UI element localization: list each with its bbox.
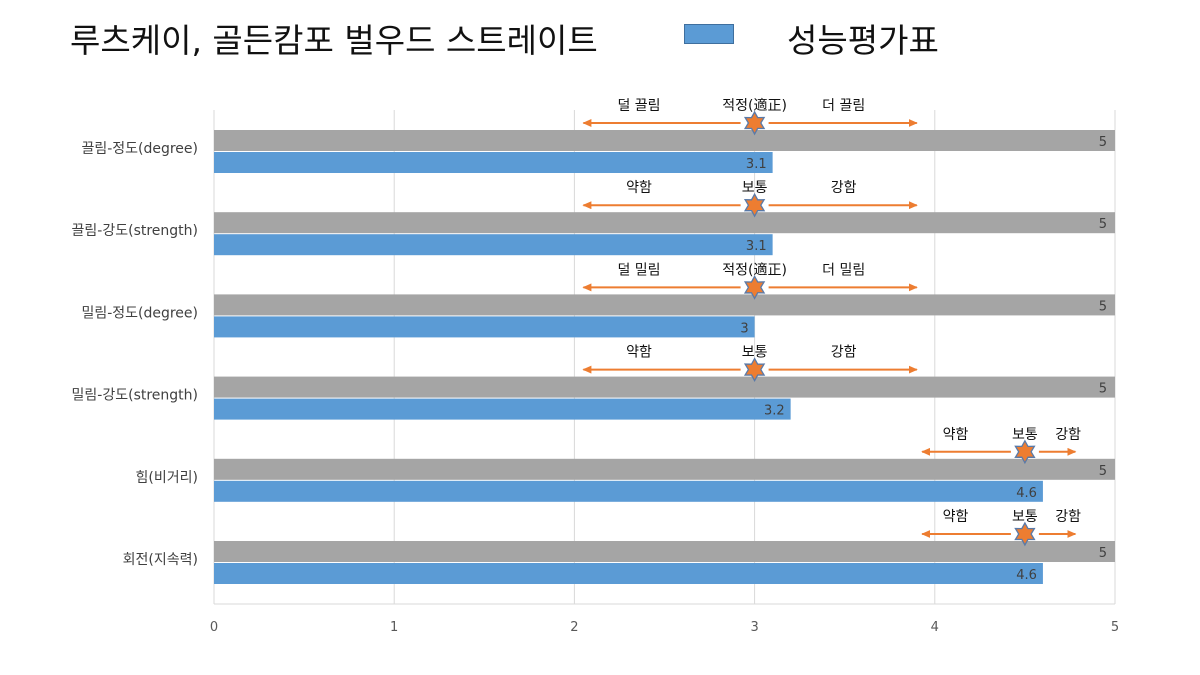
- star-marker: [743, 357, 766, 382]
- max-bar-label: 5: [1099, 217, 1107, 232]
- star-marker: [743, 110, 766, 136]
- max-bar-label: 5: [1099, 299, 1107, 314]
- category-label: 힘(비거리): [136, 470, 198, 486]
- category-label: 밀림-강도(strength): [72, 388, 198, 404]
- score-bar: [214, 563, 1043, 584]
- x-tick-label: 2: [570, 620, 578, 635]
- max-bar: [214, 212, 1115, 234]
- annotation-left: 약함: [626, 180, 652, 196]
- score-bar: [214, 152, 773, 173]
- annotation-right: 강함: [831, 180, 857, 196]
- max-bar-label: 5: [1099, 135, 1107, 150]
- annotation-right: 강함: [1055, 427, 1081, 443]
- score-bar-label: 3.2: [764, 404, 785, 419]
- x-tick-label: 0: [210, 620, 218, 635]
- max-bar: [214, 376, 1115, 398]
- category-label: 밀림-정도(degree): [81, 305, 198, 321]
- annotation-center: 보통: [742, 345, 768, 361]
- annotation-center: 적정(適正): [722, 97, 787, 114]
- legend-swatch: [684, 24, 734, 44]
- star-marker: [1014, 439, 1036, 465]
- max-bar-label: 5: [1099, 464, 1107, 479]
- annotation-right: 더 밀림: [822, 262, 865, 278]
- score-bar-label: 4.6: [1016, 568, 1037, 583]
- score-bar-label: 3: [740, 321, 748, 336]
- annotation-right: 강함: [1055, 509, 1081, 525]
- star-marker: [743, 275, 766, 300]
- max-bar: [214, 541, 1115, 562]
- annotation-center: 보통: [742, 180, 768, 196]
- chart-title: 루츠케이, 골든캄포 벌우드 스트레이트: [70, 21, 598, 60]
- annotation-left: 덜 끌림: [617, 98, 660, 114]
- max-bar-label: 5: [1099, 382, 1107, 397]
- score-bar: [214, 480, 1043, 502]
- x-tick-label: 3: [750, 620, 758, 635]
- star-marker: [1014, 521, 1036, 547]
- score-bar: [214, 234, 773, 256]
- category-label: 끌림-정도(degree): [81, 141, 198, 157]
- x-tick-label: 5: [1111, 620, 1119, 635]
- annotation-center: 보통: [1012, 509, 1038, 525]
- category-label: 끌림-강도(strength): [72, 223, 198, 239]
- category-label: 회전(지속력): [123, 552, 198, 568]
- star-marker: [743, 192, 766, 218]
- annotation-left: 덜 밀림: [617, 262, 660, 278]
- annotation-left: 약함: [943, 427, 969, 443]
- score-bar-label: 4.6: [1016, 486, 1037, 501]
- max-bar: [214, 130, 1115, 151]
- score-bar: [214, 316, 755, 338]
- legend-label: 성능평가표: [787, 21, 939, 60]
- max-bar: [214, 458, 1115, 480]
- annotation-left: 약함: [943, 509, 969, 525]
- annotation-center: 보통: [1012, 427, 1038, 443]
- max-bar-label: 5: [1099, 546, 1107, 561]
- score-bar-label: 3.1: [746, 239, 767, 254]
- score-bar: [214, 398, 791, 420]
- annotation-left: 약함: [626, 345, 652, 361]
- x-tick-label: 1: [390, 620, 398, 635]
- annotation-right: 강함: [831, 345, 857, 361]
- annotation-right: 더 끌림: [822, 98, 865, 114]
- x-tick-label: 4: [931, 620, 939, 635]
- annotation-center: 적정(適正): [722, 261, 787, 278]
- max-bar: [214, 294, 1115, 316]
- score-bar-label: 3.1: [746, 157, 767, 172]
